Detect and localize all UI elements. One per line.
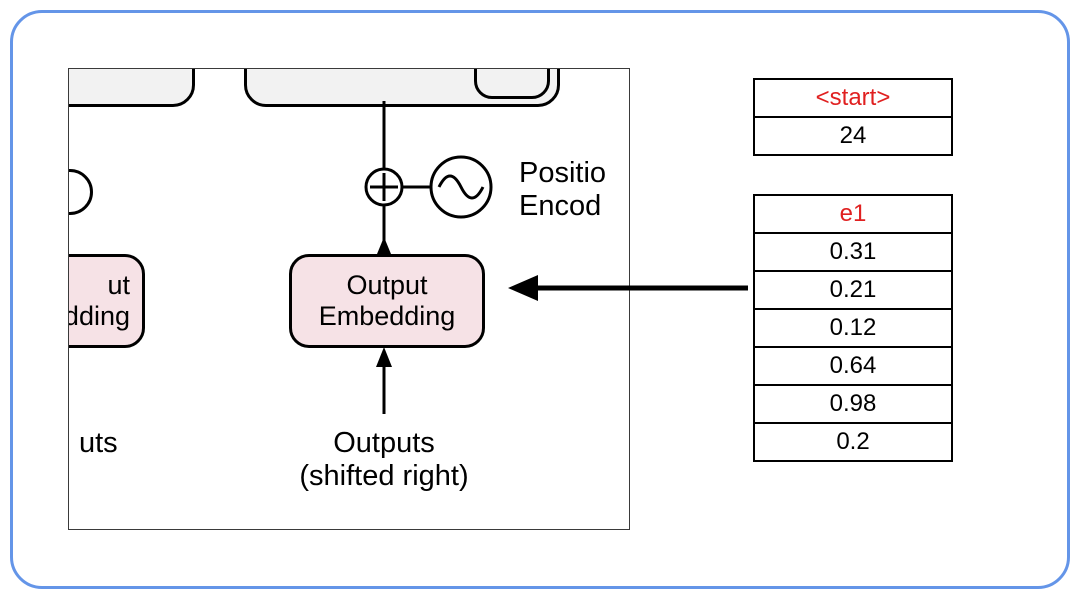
token-table: <start> 24 [753, 78, 953, 156]
embedding-v4: 0.98 [754, 385, 952, 423]
positional-encoding-label: Positio Encod [519, 157, 606, 224]
output-embedding-block: Output Embedding [289, 254, 485, 348]
token-header: <start> [754, 79, 952, 117]
positional-line1: Positio [519, 157, 606, 190]
token-value: 24 [754, 117, 952, 155]
embedding-v5: 0.2 [754, 423, 952, 461]
embedding-v0: 0.31 [754, 233, 952, 271]
positional-line2: Encod [519, 190, 606, 223]
outer-frame: Positio Encod ut dding Output Embedding … [10, 10, 1070, 589]
embedding-table: e1 0.31 0.21 0.12 0.64 0.98 0.2 [753, 194, 953, 462]
embedding-v3: 0.64 [754, 347, 952, 385]
tables-area: <start> 24 e1 0.31 0.21 0.12 0.64 0.98 0… [753, 78, 953, 462]
partial-positional-circle-left [68, 169, 93, 215]
embedding-v1: 0.21 [754, 271, 952, 309]
output-embedding-label: Output Embedding [319, 270, 456, 332]
transformer-diagram-crop: Positio Encod ut dding Output Embedding … [68, 68, 630, 530]
embedding-header: e1 [754, 195, 952, 233]
grey-block-left [68, 68, 195, 107]
partial-emb-line1: ut [107, 270, 130, 300]
grey-block-inner-outline [474, 68, 550, 99]
partial-emb-line2: dding [68, 301, 130, 331]
input-embedding-block-partial: ut dding [68, 254, 145, 348]
outputs-label: Outputs (shifted right) [284, 427, 484, 494]
outputs-line1: Outputs [284, 427, 484, 460]
outputs-line2: (shifted right) [284, 460, 484, 493]
embedding-v2: 0.12 [754, 309, 952, 347]
inputs-label-partial: uts [79, 427, 118, 460]
